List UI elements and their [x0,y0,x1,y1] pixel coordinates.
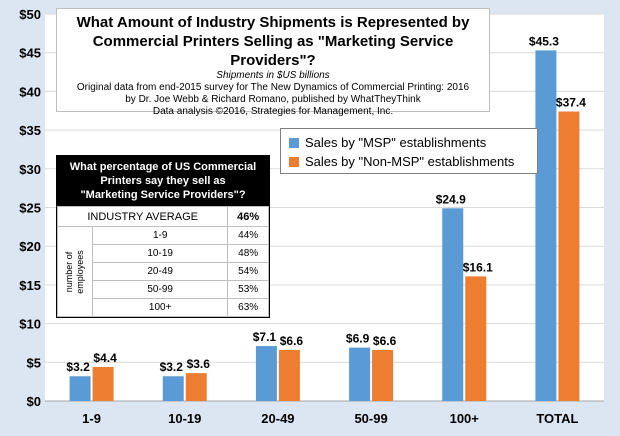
legend: Sales by "MSP" establishments Sales by "… [280,128,538,174]
y-tick-label: $35 [19,123,41,138]
table-row: 50-99 53% [58,280,269,299]
pct-cell: 54% [227,262,269,281]
data-label: $16.1 [463,260,493,274]
legend-swatch-non-msp [289,156,299,167]
bar-msp [255,346,277,401]
bar-msp [442,208,464,401]
legend-item-non-msp: Sales by "Non-MSP" establishments [289,152,529,171]
x-tick-label: 10-19 [168,411,201,426]
data-label: $6.6 [373,334,397,348]
bar-msp [69,376,91,401]
y-tick-label: $30 [19,162,41,177]
subtitle-line-1: Shipments in $US billions [216,70,330,81]
x-tick-label: 20-49 [261,411,294,426]
y-tick-label: $20 [19,239,41,254]
y-tick-label: $5 [27,355,41,370]
data-label: $3.6 [187,357,211,371]
average-label: INDUSTRY AVERAGE [56,206,229,227]
data-label: $45.3 [529,34,559,48]
legend-label-non-msp: Sales by "Non-MSP" establishments [305,154,515,169]
legend-item-msp: Sales by "MSP" establishments [289,133,529,152]
y-tick-label: $15 [19,278,41,293]
data-label: $3.2 [66,360,90,374]
bar-msp [162,376,184,401]
x-tick-label: 50-99 [354,411,387,426]
y-tick-label: $45 [19,46,41,61]
subtitle-line-2: Original data from end-2015 survey for T… [76,82,470,93]
inset-table-header: What percentage of US Commercial Printer… [57,156,269,206]
y-tick-label: $10 [19,317,41,332]
x-tick-label: 100+ [450,411,480,426]
inset-table-grid: INDUSTRY AVERAGE 46% number of employees… [56,206,269,317]
bar-msp [535,50,557,402]
y-tick-label: $40 [19,84,41,99]
subtitle-line-4: Data analysis ©2016, Strategies for Mana… [152,106,394,117]
pct-cell: 53% [227,280,269,299]
y-tick-label: $25 [19,201,41,216]
data-label: $6.6 [280,334,304,348]
size-cell: 20-49 [91,262,229,281]
legend-label-msp: Sales by "MSP" establishments [305,135,487,150]
bar-non-msp [558,111,580,402]
size-cell: 1-9 [91,226,229,245]
bar-non-msp [278,349,300,401]
size-cell: 10-19 [91,244,229,263]
bar-non-msp [92,366,114,401]
inset-header-line-2: Printers say they sell as [100,175,226,187]
group-label-line-1: number of [64,251,74,292]
size-cell: 100+ [91,298,229,317]
data-label: $6.9 [346,332,370,346]
employees-group-label: number of employees [57,226,93,317]
inset-header-line-1: What percentage of US Commercial [69,161,257,173]
bar-non-msp [372,349,394,401]
bar-non-msp [465,276,487,401]
bar-non-msp [185,373,207,401]
y-tick-label: $0 [27,394,41,409]
table-row: 100+ 63% [58,298,269,317]
inset-table: What percentage of US Commercial Printer… [56,155,270,318]
data-label: $3.2 [160,360,184,374]
size-cell: 50-99 [91,280,229,299]
data-label: $7.1 [253,330,277,344]
data-label: $24.9 [436,192,466,206]
table-row: number of employees 1-9 44% [57,226,269,317]
bar-msp [349,347,371,401]
inset-header-line-3: "Marketing Service Providers"? [80,189,246,201]
average-row: INDUSTRY AVERAGE 46% [56,206,269,227]
data-label: $4.4 [93,351,117,365]
pct-cell: 63% [227,298,269,317]
average-value: 46% [227,206,269,227]
y-tick-label: $50 [19,7,41,22]
pct-cell: 48% [227,244,269,263]
legend-swatch-msp [289,137,299,148]
group-label-line-2: employees [75,249,85,294]
data-label: $37.4 [556,96,586,110]
x-tick-label: TOTAL [536,411,578,426]
pct-cell: 44% [227,226,269,245]
subtitle-line-3: by Dr. Joe Webb & Richard Romano, publis… [125,94,421,105]
x-tick-label: 1-9 [82,411,101,426]
chart-title: What Amount of Industry Shipments is Rep… [76,14,470,69]
title-box: What Amount of Industry Shipments is Rep… [56,8,490,117]
